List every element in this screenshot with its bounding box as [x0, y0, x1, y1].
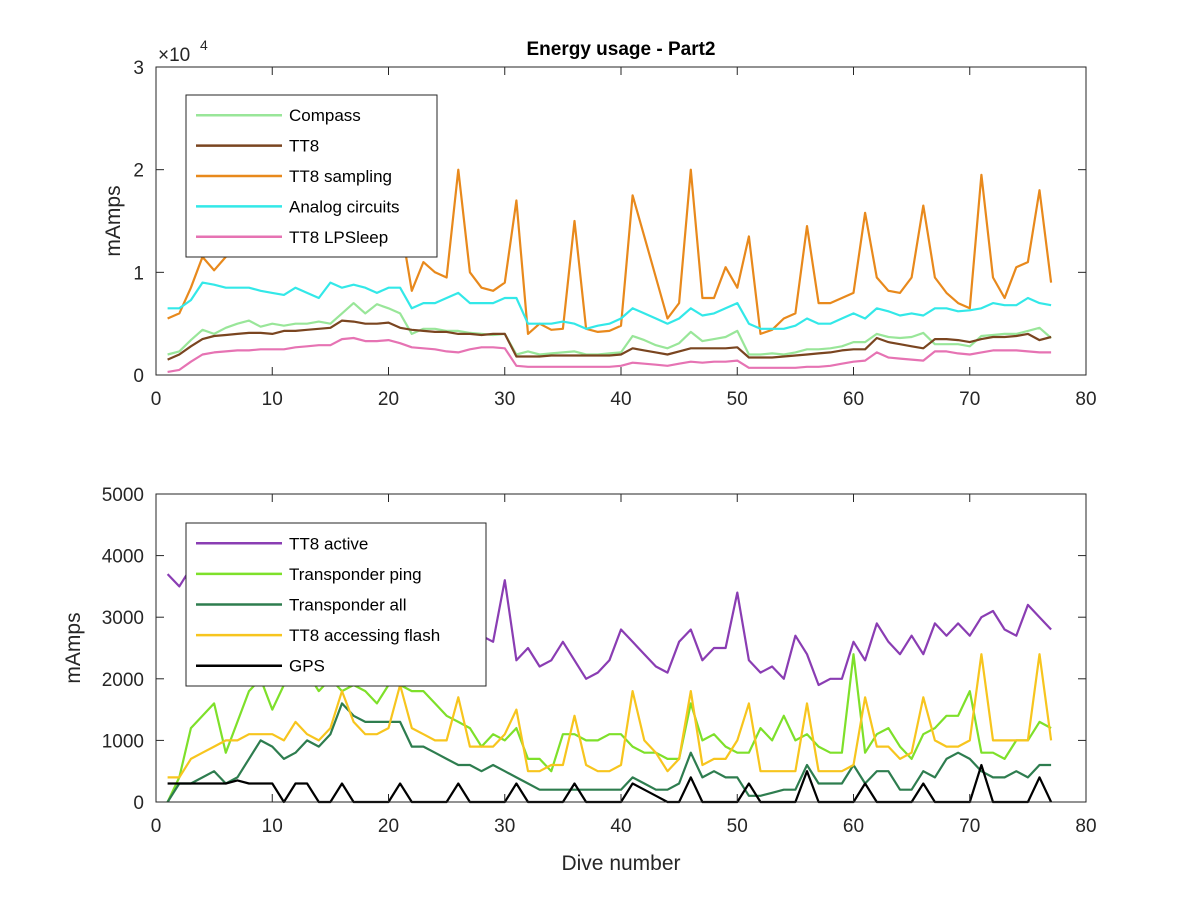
bottom-chart-ytick-label: 0 [133, 793, 144, 814]
bottom-chart-ytick-label: 2000 [102, 670, 144, 691]
top-chart-ytick-label: 3 [133, 58, 144, 79]
bottom-chart-ticks: 0 10 20 30 40 50 60 70 80 0 1000 2000 3000 4000 5000 [102, 485, 1097, 837]
bottom-chart-series-line-3 [167, 653, 1053, 779]
top-chart-xtick-label: 50 [727, 389, 748, 410]
bottom-chart-xtick-label: 50 [727, 816, 748, 837]
top-chart-series-line-0 [167, 302, 1052, 356]
bottom-chart-ytick-label: 4000 [102, 547, 144, 568]
bottom-chart-xtick-label: 30 [494, 816, 515, 837]
bottom-chart-xlabel: Dive number [561, 852, 680, 875]
top-chart-y-exponent: ×10 4 [158, 37, 208, 66]
bottom-chart-legend-label: Transponder all [289, 596, 407, 615]
bottom-chart: 0 10 20 30 40 50 60 70 80 0 1000 2000 3000 4000 5000 D… [62, 485, 1097, 875]
bottom-chart-xtick-label: 70 [959, 816, 980, 837]
top-chart-xtick-label: 40 [610, 389, 631, 410]
top-chart-legend-label: Analog circuits [289, 197, 400, 216]
bottom-chart-xtick-label: 20 [378, 816, 399, 837]
bottom-chart-ytick-label: 3000 [102, 608, 144, 629]
top-chart-legend-label: Compass [289, 106, 361, 125]
bottom-chart-legend-label: TT8 accessing flash [289, 626, 440, 645]
bottom-chart-xtick-label: 60 [843, 816, 864, 837]
top-chart-xtick-label: 70 [959, 389, 980, 410]
top-chart-ytick-label: 0 [133, 366, 144, 387]
top-chart-series-line-3 [167, 281, 1052, 330]
top-chart-series-line-4 [167, 336, 1052, 373]
top-chart-series-line-1 [167, 319, 1052, 361]
top-chart-xtick-label: 30 [494, 389, 515, 410]
bottom-chart-xtick-label: 0 [151, 816, 162, 837]
top-chart-ytick-label: 2 [133, 161, 144, 182]
top-chart: 0 10 20 30 40 50 60 70 80 0 1 2 3 Energy usage - Par… [102, 37, 1097, 410]
bottom-chart-legend-label: GPS [289, 657, 325, 676]
top-chart-legend: Compass TT8 TT8 sampling Analog circuits TT8… [185, 94, 438, 258]
top-chart-legend-label: TT8 sampling [289, 167, 392, 186]
bottom-chart-xtick-label: 80 [1075, 816, 1096, 837]
top-chart-xtick-label: 20 [378, 389, 399, 410]
bottom-chart-legend-label: TT8 active [289, 534, 368, 553]
top-chart-title: Energy usage - Part2 [526, 39, 715, 60]
bottom-chart-xtick-label: 40 [610, 816, 631, 837]
bottom-chart-xtick-label: 10 [262, 816, 283, 837]
top-chart-legend-label: TT8 LPSleep [289, 228, 388, 247]
bottom-chart-ytick-label: 1000 [102, 731, 144, 752]
top-chart-xtick-label: 60 [843, 389, 864, 410]
bottom-chart-ylabel: mAmps [62, 612, 85, 683]
y-exponent-power: 4 [200, 37, 208, 53]
bottom-chart-series-line-2 [166, 702, 1052, 803]
y-exponent-base: ×10 [158, 45, 190, 66]
top-chart-ticks: 0 10 20 30 40 50 60 70 80 0 1 2 3 [133, 58, 1096, 410]
bottom-chart-ytick-label: 5000 [102, 485, 144, 506]
bottom-chart-legend: TT8 active Transponder ping Transponder al… [185, 522, 487, 687]
top-chart-ylabel: mAmps [102, 185, 125, 256]
bottom-chart-legend-label: Transponder ping [289, 565, 422, 584]
top-chart-xtick-label: 0 [151, 389, 162, 410]
top-chart-xtick-label: 80 [1075, 389, 1096, 410]
top-chart-xtick-label: 10 [262, 389, 283, 410]
top-chart-ytick-label: 1 [133, 263, 144, 284]
top-chart-legend-label: TT8 [289, 137, 319, 156]
